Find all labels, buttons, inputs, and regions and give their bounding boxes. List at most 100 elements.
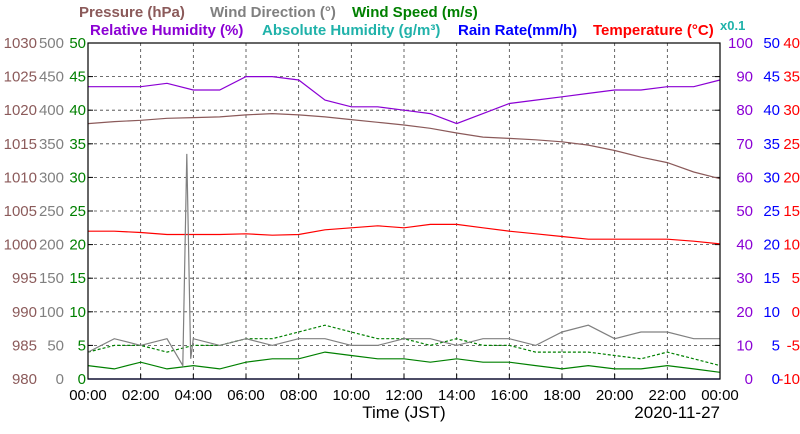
axis-tick-label: 20 [763, 237, 780, 254]
axis-tick-label: 1015 [4, 136, 37, 153]
series-line [88, 223, 721, 245]
legend-pressure: Pressure (hPa) [79, 4, 185, 21]
axis-tick-label: 10 [783, 237, 800, 254]
axis-tick-label: 30 [69, 169, 86, 186]
axis-tick-label: 25 [763, 203, 780, 220]
axis-tick-label: 400 [39, 102, 64, 119]
axis-tick-label: 150 [39, 270, 64, 287]
x-tick-label: 10:00 [333, 387, 371, 404]
axis-tick-label: 30 [763, 169, 780, 186]
legend-wind-direction: Wind Direction (°) [210, 4, 336, 21]
x-tick-label: 22:00 [649, 387, 687, 404]
axis-tick-label: 200 [39, 237, 64, 254]
legend-wind-speed: Wind Speed (m/s) [352, 4, 478, 21]
x-axis-label: Time (JST) [362, 403, 445, 422]
axis-tick-label: 50 [69, 35, 86, 52]
axis-tick-label: 500 [39, 35, 64, 52]
left-axes: 1030102510201015101010051000995990985980… [4, 35, 86, 388]
x-tick-label: 16:00 [491, 387, 529, 404]
x-tick-label: 00:00 [701, 387, 739, 404]
axis-tick-label: 60 [736, 169, 753, 186]
axis-tick-label: 35 [783, 69, 800, 86]
axis-tick-label: 35 [763, 136, 780, 153]
abs-humidity-scale-note: x0.1 [720, 18, 745, 33]
axis-tick-label: 20 [69, 237, 86, 254]
axis-tick-label: 15 [69, 270, 86, 287]
axis-tick-label: 50 [47, 337, 64, 354]
axis-tick-label: 5 [772, 337, 780, 354]
right-axes: 1009080706050403020100504540353025201510… [728, 35, 800, 388]
plot-frame [87, 42, 721, 380]
axis-tick-label: 30 [736, 270, 753, 287]
axis-tick-label: 10 [763, 304, 780, 321]
axis-tick-label: 40 [69, 102, 86, 119]
axis-tick-label: 100 [39, 304, 64, 321]
axis-tick-label: 30 [783, 102, 800, 119]
axis-tick-label: 25 [783, 136, 800, 153]
chart-header: Pressure (hPa) Wind Direction (°) Wind S… [79, 4, 745, 39]
axis-tick-label: 10 [69, 304, 86, 321]
series-line [88, 75, 721, 125]
axis-tick-label: 5 [78, 337, 86, 354]
legend-rain-rate: Rain Rate(mm/h) [458, 22, 577, 39]
axis-tick-label: 0 [792, 304, 800, 321]
axis-tick-label: 995 [12, 270, 37, 287]
x-tick-label: 18:00 [543, 387, 581, 404]
axis-tick-label: 5 [792, 270, 800, 287]
date-label: 2020-11-27 [634, 403, 720, 422]
series-line [87, 112, 721, 180]
axis-tick-label: 15 [783, 203, 800, 220]
axis-tick-label: 1010 [4, 169, 37, 186]
axis-tick-label: -10 [778, 371, 800, 388]
legend-relative-humidity: Relative Humidity (%) [90, 22, 243, 39]
x-tick-label: 02:00 [122, 387, 160, 404]
axis-tick-label: 10 [736, 337, 753, 354]
axis-tick-label: 50 [736, 203, 753, 220]
axis-tick-label: 40 [763, 102, 780, 119]
axis-tick-label: 35 [69, 136, 86, 153]
axis-tick-label: 45 [69, 69, 86, 86]
axis-tick-label: 90 [736, 69, 753, 86]
axis-tick-label: 350 [39, 136, 64, 153]
series-line [87, 153, 720, 368]
axis-tick-label: -5 [787, 337, 800, 354]
legend-absolute-humidity: Absolute Humidity (g/m³) [262, 22, 440, 39]
axis-tick-label: 80 [736, 102, 753, 119]
axis-tick-label: 25 [69, 203, 86, 220]
x-tick-label: 04:00 [175, 387, 213, 404]
x-tick-label: 00:00 [69, 387, 107, 404]
axis-tick-label: 1030 [4, 35, 37, 52]
axis-tick-label: 20 [783, 169, 800, 186]
x-tick-label: 12:00 [385, 387, 423, 404]
axis-tick-label: 1000 [4, 237, 37, 254]
axis-tick-label: 100 [728, 35, 753, 52]
axis-tick-label: 1020 [4, 102, 37, 119]
x-tick-label: 06:00 [227, 387, 265, 404]
axis-tick-label: 20 [736, 304, 753, 321]
axis-tick-label: 450 [39, 69, 64, 86]
axis-tick-label: 50 [763, 35, 780, 52]
axis-tick-label: 985 [12, 337, 37, 354]
axis-tick-label: 40 [736, 237, 753, 254]
x-tick-label: 20:00 [596, 387, 634, 404]
series-line [87, 351, 721, 373]
axis-tick-label: 1025 [4, 69, 37, 86]
x-tick-label: 08:00 [280, 387, 318, 404]
axis-tick-label: 15 [763, 270, 780, 287]
axis-tick-label: 0 [745, 371, 753, 388]
axis-tick-label: 0 [772, 371, 780, 388]
axis-tick-label: 40 [783, 35, 800, 52]
axis-tick-label: 0 [78, 371, 86, 388]
axis-tick-label: 70 [736, 136, 753, 153]
x-tick-label: 14:00 [438, 387, 476, 404]
x-axis-ticks: 00:00 02:00 04:00 06:00 08:00 10:00 12:00 14:00… [69, 387, 739, 404]
axis-tick-label: 0 [56, 371, 64, 388]
grid [87, 42, 721, 380]
axis-tick-label: 980 [12, 371, 37, 388]
axis-tick-label: 250 [39, 203, 64, 220]
axis-tick-label: 300 [39, 169, 64, 186]
axis-tick-label: 990 [12, 304, 37, 321]
axis-tick-label: 1005 [4, 203, 37, 220]
axis-tick-label: 45 [763, 69, 780, 86]
